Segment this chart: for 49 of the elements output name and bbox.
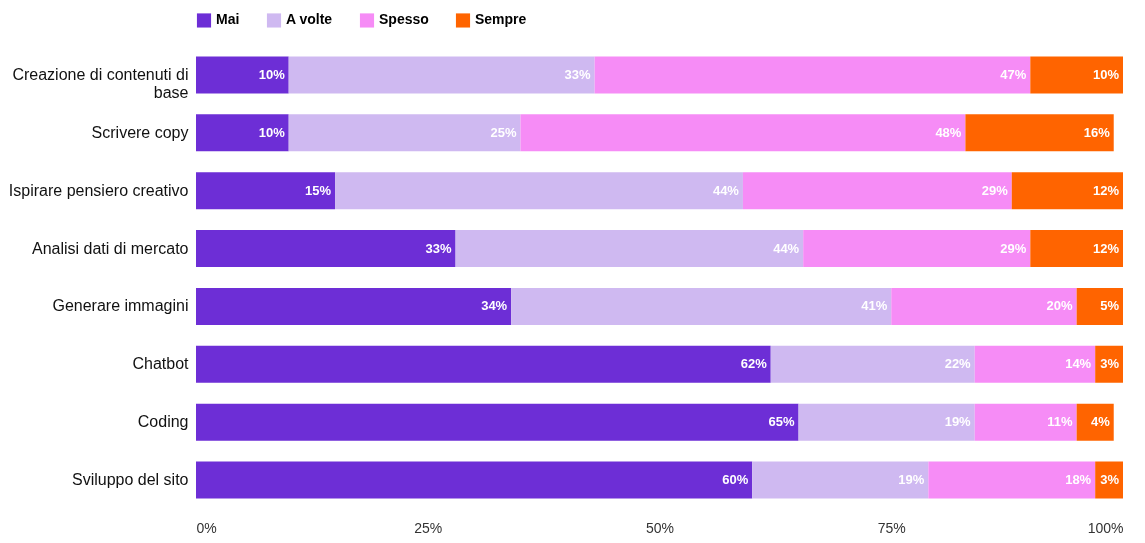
data-label: 25% <box>490 124 517 140</box>
x-tick-label: 0% <box>196 519 217 536</box>
y-tick-label: Ispirare pensiero creativo <box>8 181 189 199</box>
data-label: 60% <box>722 472 749 488</box>
data-label: 3% <box>1100 356 1120 372</box>
y-tick-label: Generare immagini <box>52 297 189 315</box>
legend-label: A volte <box>286 11 333 28</box>
data-label: 22% <box>944 356 972 372</box>
annotation: 44% <box>773 240 800 256</box>
data-label: 10% <box>1092 66 1120 82</box>
y-tick-label: Analisi dati di mercato <box>31 239 189 257</box>
data-label: 34% <box>481 298 508 314</box>
data-label: 33% <box>564 66 592 82</box>
y-tick-label: Chatbot <box>132 355 190 373</box>
annotation: 12% <box>1092 240 1120 256</box>
data-label: 12% <box>1092 182 1120 198</box>
annotation: 29% <box>1000 240 1027 256</box>
data-label: 48% <box>935 124 962 140</box>
data-label: 15% <box>305 182 332 198</box>
data-label: 4% <box>1090 414 1111 430</box>
y-tick-label: Creazione di contenuti di base <box>12 65 189 101</box>
legend-label: Spesso <box>379 11 429 28</box>
data-label: 18% <box>1065 472 1092 488</box>
data-label: 41% <box>861 298 888 314</box>
data-label: 65% <box>768 414 795 430</box>
annotation: 33% <box>425 240 452 256</box>
data-label: 5% <box>1100 298 1120 314</box>
x-tick-label: 75% <box>877 519 906 536</box>
x-tick-label: 100% <box>1087 519 1124 536</box>
data-label: 19% <box>944 414 972 430</box>
data-label: 62% <box>740 356 768 372</box>
data-label: 20% <box>1046 298 1074 314</box>
legend-label: Sempre <box>475 11 527 28</box>
y-tick-label: Scrivere copy <box>91 123 189 141</box>
data-label: 16% <box>1083 124 1111 140</box>
data-label: 10% <box>258 66 286 82</box>
y-tick-label: Sviluppo del sito <box>71 471 189 489</box>
data-label: 3% <box>1100 472 1120 488</box>
y-tick-label: Coding <box>137 413 189 431</box>
data-label: 10% <box>258 124 286 140</box>
data-label: 47% <box>1000 66 1027 82</box>
x-tick-label: 50% <box>645 519 675 536</box>
data-label: 44% <box>712 182 740 198</box>
data-label: 19% <box>898 472 925 488</box>
data-label: 11% <box>1047 414 1074 430</box>
legend-label: Mai <box>216 11 240 28</box>
data-label: 29% <box>981 182 1009 198</box>
x-tick-label: 25% <box>414 519 443 536</box>
annotation: 14% <box>1065 356 1092 372</box>
